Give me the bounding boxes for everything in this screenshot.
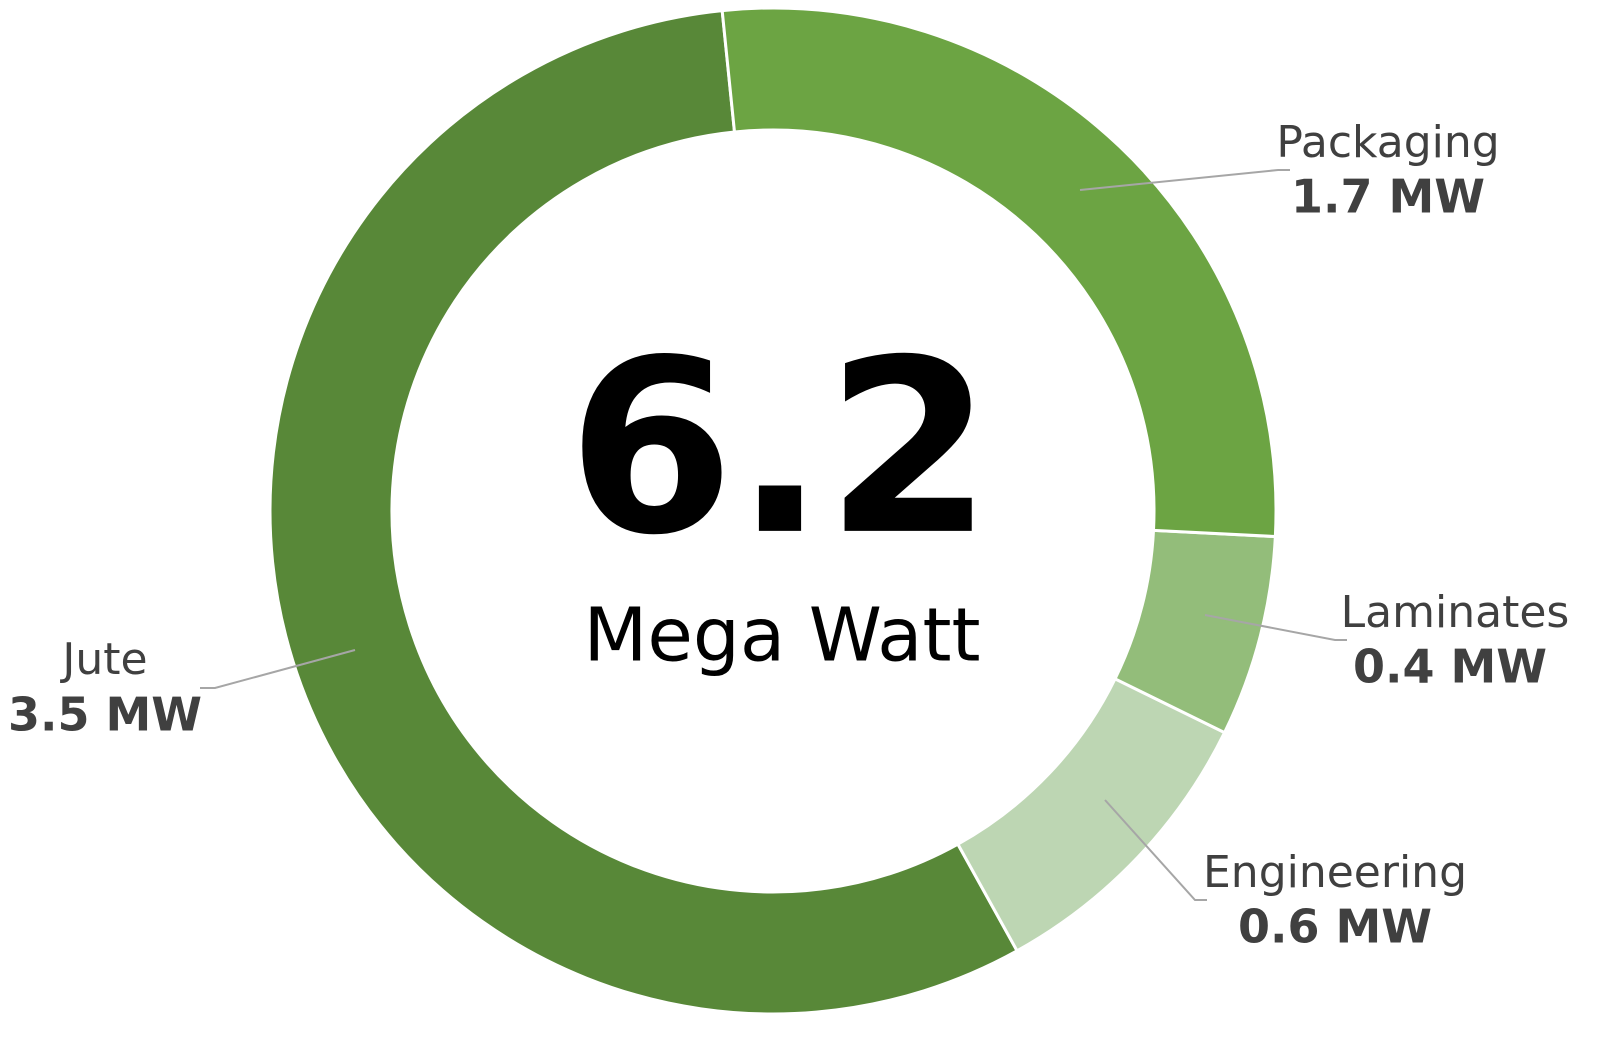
segment-value: 3.5 MW	[8, 688, 202, 742]
segment-value: 0.6 MW	[1238, 900, 1432, 954]
donut-segment	[955, 676, 1227, 953]
leader-line	[200, 649, 356, 689]
segment-name: Packaging	[1276, 117, 1499, 168]
center-value: 6.2	[567, 308, 992, 588]
segment-name: Engineering	[1203, 847, 1467, 898]
donut-segment	[268, 8, 1020, 1016]
leader-line	[1079, 169, 1290, 191]
segment-name: Jute	[59, 634, 147, 685]
donut-segment	[1113, 528, 1277, 735]
segment-value: 0.4 MW	[1353, 640, 1547, 694]
leader-line	[1104, 799, 1207, 901]
donut-segment	[720, 6, 1278, 539]
leader-line	[1204, 614, 1347, 641]
segment-name: Laminates	[1341, 587, 1570, 638]
center-label: Mega Watt	[583, 593, 980, 679]
segment-value: 1.7 MW	[1291, 170, 1485, 224]
